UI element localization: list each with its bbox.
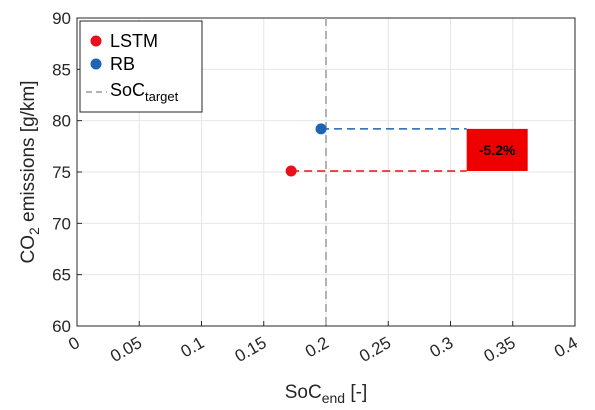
x-axis-label: SoCend [-]: [285, 382, 368, 406]
y-tick-label: 75: [52, 163, 71, 182]
x-tick-label: 0.15: [232, 333, 270, 366]
y-tick-label: 60: [52, 317, 71, 336]
y-axis-label-prefix: CO: [18, 235, 39, 264]
point-rb: [315, 123, 327, 135]
guide-lines: [291, 128, 467, 172]
x-tick-label: 0.2: [302, 333, 332, 361]
legend-label-soc-target-base: SoC: [110, 80, 145, 100]
y-tick-label: 80: [52, 112, 71, 131]
legend-label-soc-target-sub: target: [145, 89, 179, 104]
x-axis-label-sub: end: [322, 390, 345, 406]
point-lstm: [285, 165, 297, 177]
legend-marker-lstm: [90, 35, 102, 47]
legend-label-lstm: LSTM: [110, 31, 158, 51]
x-axis-label-suffix: [-]: [345, 382, 367, 403]
x-tick-label: 0.3: [427, 333, 457, 361]
x-tick-label: 0.25: [356, 333, 394, 366]
y-axis-label-suffix: emissions [g/km]: [18, 80, 39, 227]
x-axis-label-base: SoC: [285, 382, 322, 403]
y-axis-label: CO2 emissions [g/km]: [18, 80, 42, 263]
y-tick-label: 70: [52, 214, 71, 233]
x-axis-ticks: 0 0.05 0.1 0.15 0.2 0.25 0.3 0.35 0.4: [65, 321, 581, 366]
annotation-label: -5.2%: [479, 142, 516, 158]
legend-label-rb: RB: [110, 54, 135, 74]
annotation-box: [466, 128, 528, 171]
data-points: [285, 123, 327, 177]
y-axis-ticks: 60 65 70 75 80 85 90: [52, 9, 82, 336]
y-tick-label: 90: [52, 9, 71, 28]
x-tick-label: 0.35: [481, 333, 519, 366]
legend: LSTM RB SoCtarget: [79, 20, 203, 113]
x-tick-label: 0.1: [178, 333, 208, 361]
x-tick-label: 0: [65, 333, 83, 354]
y-axis-label-sub: 2: [26, 227, 42, 235]
y-tick-label: 85: [52, 60, 71, 79]
y-tick-label: 65: [52, 266, 71, 285]
x-tick-label: 0.05: [107, 333, 145, 366]
x-tick-label: 0.4: [551, 333, 581, 361]
legend-marker-rb: [90, 58, 102, 70]
annotation-group: -5.2%: [466, 128, 528, 171]
legend-label-soc-target: SoCtarget: [110, 80, 179, 104]
